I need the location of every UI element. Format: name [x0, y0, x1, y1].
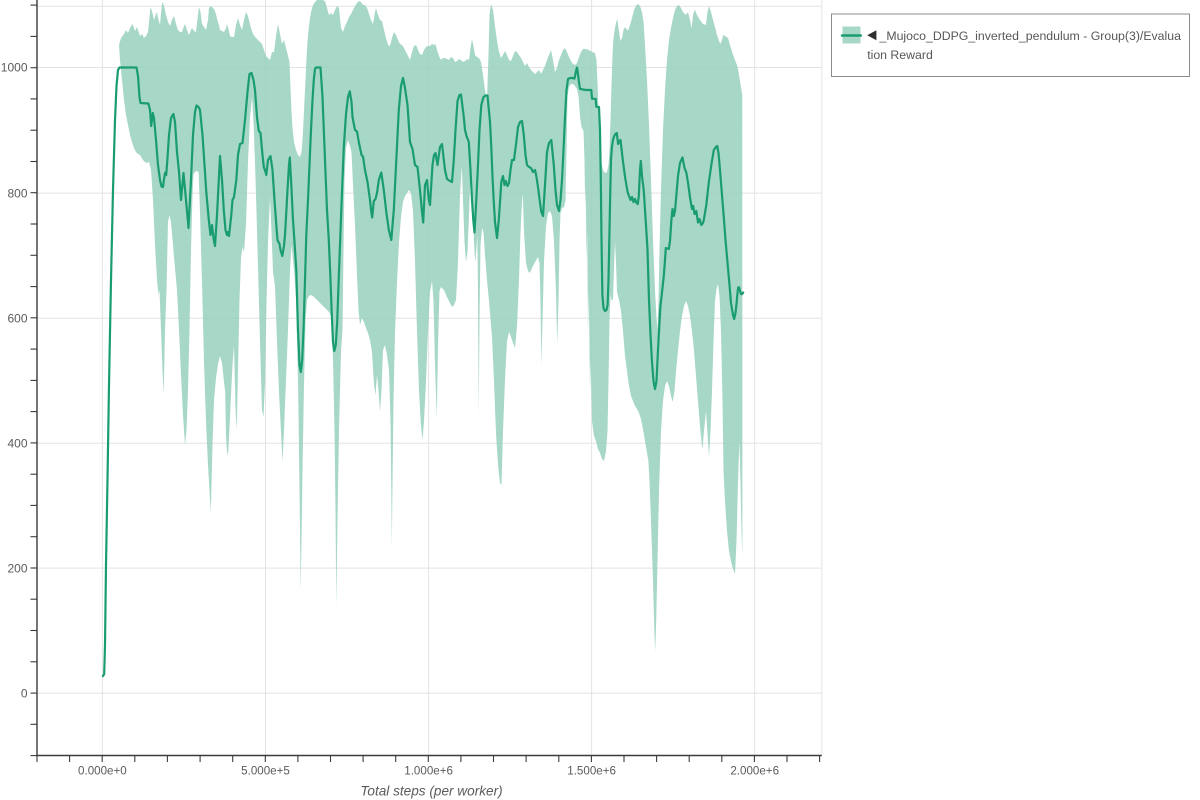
svg-text:400: 400 — [7, 436, 27, 450]
svg-text:2.000e+6: 2.000e+6 — [730, 765, 779, 778]
svg-text:1.500e+6: 1.500e+6 — [567, 765, 616, 778]
svg-text:5.000e+5: 5.000e+5 — [241, 765, 290, 778]
svg-text:1000: 1000 — [1, 61, 28, 75]
svg-text:200: 200 — [7, 561, 27, 575]
svg-text:Total steps (per worker): Total steps (per worker) — [360, 784, 502, 799]
svg-text:600: 600 — [7, 311, 27, 325]
svg-text:_Mujoco_DDPG_inverted_pendulum: _Mujoco_DDPG_inverted_pendulum - Group(3… — [879, 29, 1182, 43]
svg-text:0: 0 — [21, 686, 28, 700]
svg-text:1.000e+6: 1.000e+6 — [404, 765, 453, 778]
svg-text:800: 800 — [7, 186, 27, 200]
svg-text:tion Reward: tion Reward — [867, 48, 933, 62]
svg-text:0.000e+0: 0.000e+0 — [78, 765, 127, 778]
